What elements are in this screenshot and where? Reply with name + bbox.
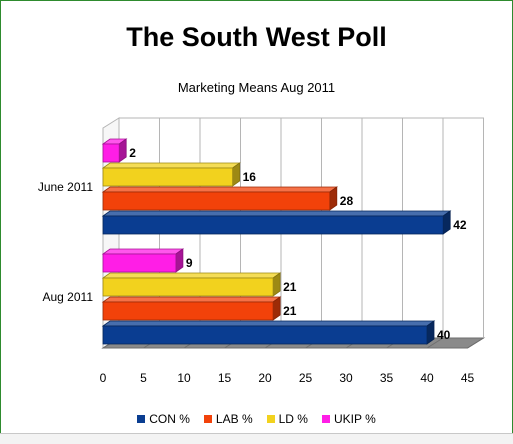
legend-item: UKIP % — [321, 412, 376, 426]
x-tick-label: 20 — [258, 371, 272, 385]
x-tick-label: 45 — [461, 371, 475, 385]
x-tick-label: 35 — [380, 371, 394, 385]
legend-swatch — [137, 415, 146, 423]
bar-con-1 — [101, 320, 436, 345]
legend-item: CON % — [137, 412, 190, 426]
chart-subtitle: Marketing Means Aug 2011 — [177, 80, 336, 95]
legend-label: LAB % — [215, 412, 253, 426]
legend-swatch — [203, 415, 212, 423]
legend-item: LAB % — [203, 412, 253, 426]
y-category-label: June 2011 — [38, 180, 93, 194]
legend-swatch — [266, 415, 275, 423]
y-category-label: Aug 2011 — [43, 290, 94, 304]
x-tick-label: 30 — [339, 371, 353, 385]
data-label: 40 — [437, 328, 451, 342]
data-label: 42 — [453, 218, 467, 232]
legend-swatch — [321, 415, 330, 423]
x-tick-label: 0 — [100, 371, 107, 385]
legend-label: LD % — [278, 412, 308, 426]
data-label: 9 — [186, 256, 193, 270]
floor-gridline — [467, 337, 484, 349]
x-tick-label: 10 — [177, 371, 191, 385]
data-label: 16 — [243, 170, 257, 184]
x-tick-label: 5 — [140, 371, 147, 385]
spreadsheet-edge — [0, 433, 513, 444]
chart-legend: CON % LAB % LD % UKIP % — [0, 412, 513, 426]
bar-con-0 — [101, 210, 452, 235]
legend-label: UKIP % — [333, 412, 376, 426]
data-label: 21 — [283, 304, 297, 318]
chart-title: The South West Poll — [126, 22, 387, 52]
x-tick-label: 15 — [218, 371, 232, 385]
legend-label: CON % — [149, 412, 190, 426]
data-label: 2 — [129, 146, 136, 160]
floor-gridline — [426, 337, 444, 349]
legend-item: LD % — [266, 412, 308, 426]
data-label: 21 — [283, 280, 297, 294]
bar-lab-1 — [101, 296, 282, 321]
bar-ukip-0 — [101, 138, 128, 163]
bar-ukip-1 — [101, 248, 185, 273]
x-tick-label: 40 — [420, 371, 434, 385]
bar-lab-0 — [101, 186, 339, 211]
bar-ld-0 — [101, 162, 241, 187]
bar-ld-1 — [101, 272, 282, 297]
x-tick-label: 25 — [299, 371, 313, 385]
data-label: 28 — [340, 194, 354, 208]
